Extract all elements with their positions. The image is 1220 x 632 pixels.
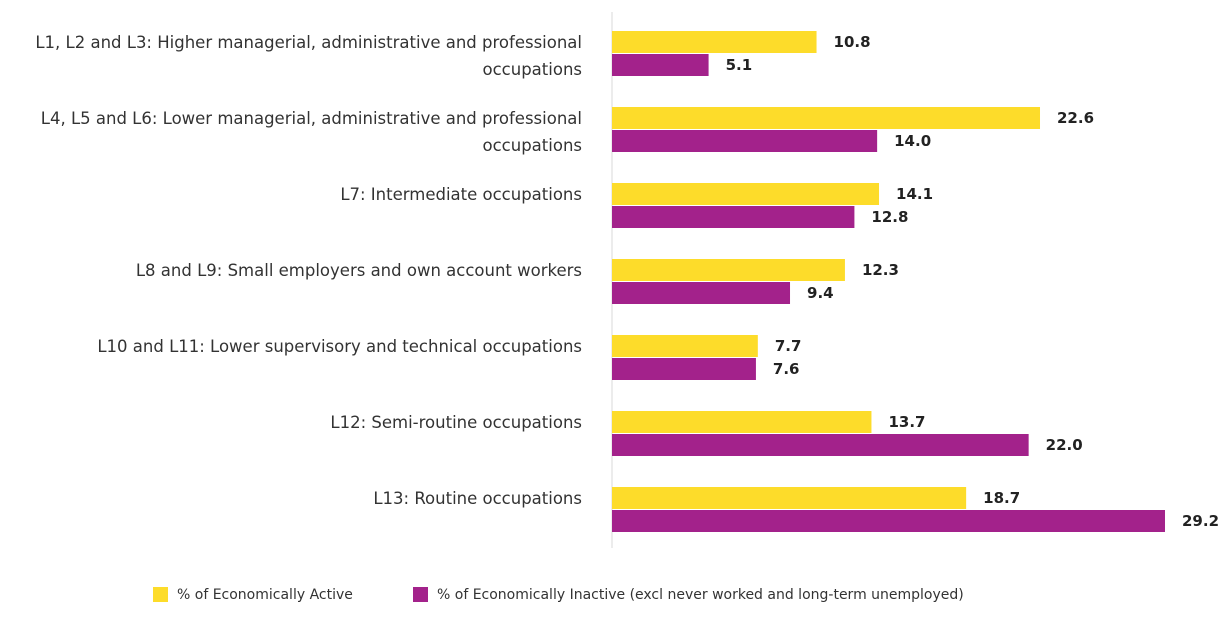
bar [612, 31, 817, 53]
bar [612, 510, 1165, 532]
value-label: 10.8 [834, 33, 871, 51]
bar [612, 358, 756, 380]
value-label: 7.7 [775, 337, 802, 355]
bar [612, 107, 1041, 129]
value-label: 18.7 [983, 489, 1020, 507]
bar [612, 130, 878, 152]
bar [612, 259, 845, 281]
bar [612, 183, 880, 205]
value-label: 29.2 [1182, 512, 1219, 530]
bar [612, 411, 872, 433]
bar [612, 487, 967, 509]
value-label: 22.6 [1057, 109, 1094, 127]
value-label: 22.0 [1046, 436, 1083, 454]
bar [612, 54, 709, 76]
category-label: L8 and L9: Small employers and own accou… [135, 261, 582, 280]
value-label: 13.7 [888, 413, 925, 431]
value-label: 12.8 [871, 208, 908, 226]
legend-swatch [153, 587, 168, 602]
category-label: L13: Routine occupations [373, 489, 582, 508]
bar [612, 206, 855, 228]
value-label: 12.3 [862, 261, 899, 279]
bar [612, 282, 791, 304]
bar [612, 434, 1029, 456]
value-label: 7.6 [773, 360, 800, 378]
legend-swatch [413, 587, 428, 602]
category-label: L1, L2 and L3: Higher managerial, admini… [35, 33, 582, 79]
bar [612, 335, 758, 357]
value-label: 5.1 [726, 56, 753, 74]
category-label: L4, L5 and L6: Lower managerial, adminis… [40, 109, 582, 155]
category-label: L7: Intermediate occupations [340, 185, 582, 204]
category-label: L10 and L11: Lower supervisory and techn… [97, 337, 582, 356]
legend-label: % of Economically Inactive (excl never w… [437, 587, 964, 603]
value-label: 9.4 [807, 284, 834, 302]
category-label: L12: Semi-routine occupations [330, 413, 582, 432]
value-label: 14.1 [896, 185, 933, 203]
value-label: 14.0 [894, 132, 931, 150]
legend-label: % of Economically Active [177, 587, 353, 603]
